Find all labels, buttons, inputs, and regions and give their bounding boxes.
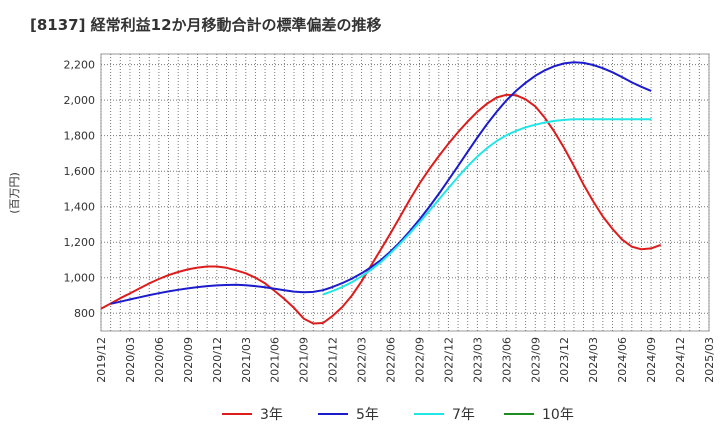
chart-title: [8137] 経常利益12か月移動合計の標準偏差の推移 [30, 16, 382, 34]
y-tick-label: 1,800 [64, 130, 96, 143]
series-line-1 [110, 61, 652, 305]
y-tick-label: 800 [74, 307, 95, 320]
y-tick-label: 2,000 [64, 94, 96, 107]
x-tick-label: 2020/12 [211, 337, 224, 383]
x-tick-label: 2020/03 [124, 337, 137, 383]
legend-label: 5年 [356, 407, 379, 423]
x-tick-label: 2024/09 [645, 337, 658, 383]
x-tick-label: 2023/06 [500, 337, 513, 383]
x-tick-label: 2021/12 [327, 337, 340, 383]
legend-item: 7年 [414, 407, 475, 423]
y-tick-label: 1,200 [64, 236, 96, 249]
x-tick-label: 2022/12 [442, 337, 455, 383]
x-tick-label: 2022/06 [385, 337, 398, 383]
y-tick-label: 1,600 [64, 165, 96, 178]
grid [100, 54, 710, 331]
series-line-2 [322, 118, 652, 296]
x-tick-label: 2021/06 [269, 337, 282, 383]
x-tick-label: 2021/03 [240, 337, 253, 383]
legend-label: 10年 [542, 407, 574, 423]
legend-item: 10年 [504, 407, 574, 423]
y-axis-ticks: 800 1,000 1,200 1,400 1,600 1,800 2,000 2,200 [64, 59, 96, 321]
x-tick-label: 2024/03 [587, 337, 600, 383]
y-tick-label: 1,000 [64, 272, 96, 285]
x-tick-label: 2021/09 [298, 337, 311, 383]
legend-item: 3年 [222, 407, 283, 423]
series-lines [100, 61, 662, 325]
x-tick-label: 2025/03 [703, 337, 716, 383]
x-tick-label: 2022/03 [356, 337, 369, 383]
x-tick-label: 2020/06 [153, 337, 166, 383]
series-line-0 [100, 93, 662, 325]
x-tick-label: 2020/09 [182, 337, 195, 383]
legend-label: 7年 [452, 407, 475, 423]
x-tick-label: 2022/09 [413, 337, 426, 383]
x-tick-label: 2023/12 [558, 337, 571, 383]
legend: 3年 5年 7年 10年 [222, 407, 574, 423]
y-axis-label: (百万円) [8, 172, 21, 214]
x-axis-ticks: 2019/12 2020/03 2020/06 2020/09 2020/12 2021/… [95, 337, 716, 383]
x-tick-label: 2023/03 [471, 337, 484, 383]
x-tick-label: 2023/09 [529, 337, 542, 383]
x-tick-label: 2024/06 [616, 337, 629, 383]
x-tick-label: 2024/12 [674, 337, 687, 383]
x-tick-label: 2019/12 [95, 337, 108, 383]
legend-item: 5年 [318, 407, 379, 423]
y-tick-label: 2,200 [64, 59, 96, 72]
y-tick-label: 1,400 [64, 201, 96, 214]
legend-label: 3年 [260, 407, 283, 423]
plot-area [100, 53, 710, 332]
